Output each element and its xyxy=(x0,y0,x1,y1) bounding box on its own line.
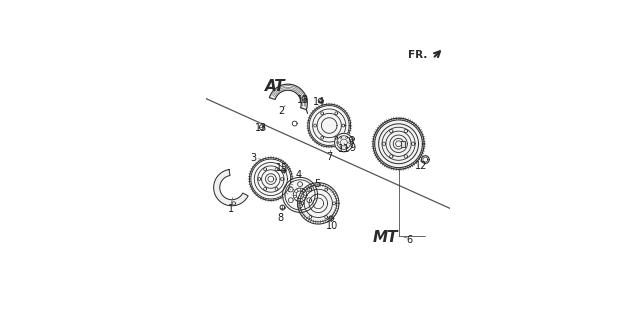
Polygon shape xyxy=(298,183,339,224)
Polygon shape xyxy=(335,133,353,152)
Text: 9: 9 xyxy=(349,143,356,153)
Text: 7: 7 xyxy=(326,152,333,162)
Text: 12: 12 xyxy=(415,161,427,171)
Text: 15: 15 xyxy=(276,163,289,173)
Polygon shape xyxy=(250,158,292,200)
Text: 4: 4 xyxy=(295,170,301,180)
Text: 3: 3 xyxy=(250,153,256,163)
Text: 13: 13 xyxy=(255,124,268,133)
Text: 6: 6 xyxy=(406,235,413,245)
Polygon shape xyxy=(269,84,307,110)
Text: AT: AT xyxy=(266,79,286,94)
Text: 1: 1 xyxy=(228,204,234,215)
Text: 10: 10 xyxy=(326,222,339,232)
Text: 8: 8 xyxy=(277,213,283,223)
Text: 2: 2 xyxy=(278,106,284,116)
Polygon shape xyxy=(401,141,404,147)
Polygon shape xyxy=(373,118,424,169)
Polygon shape xyxy=(282,177,317,212)
Text: MT: MT xyxy=(372,230,398,245)
Polygon shape xyxy=(308,104,351,147)
Polygon shape xyxy=(214,170,248,206)
Text: 13: 13 xyxy=(297,95,309,105)
Text: FR.: FR. xyxy=(408,50,428,60)
Text: 14: 14 xyxy=(313,97,325,107)
Text: 11: 11 xyxy=(338,144,350,154)
Text: 5: 5 xyxy=(314,179,321,189)
